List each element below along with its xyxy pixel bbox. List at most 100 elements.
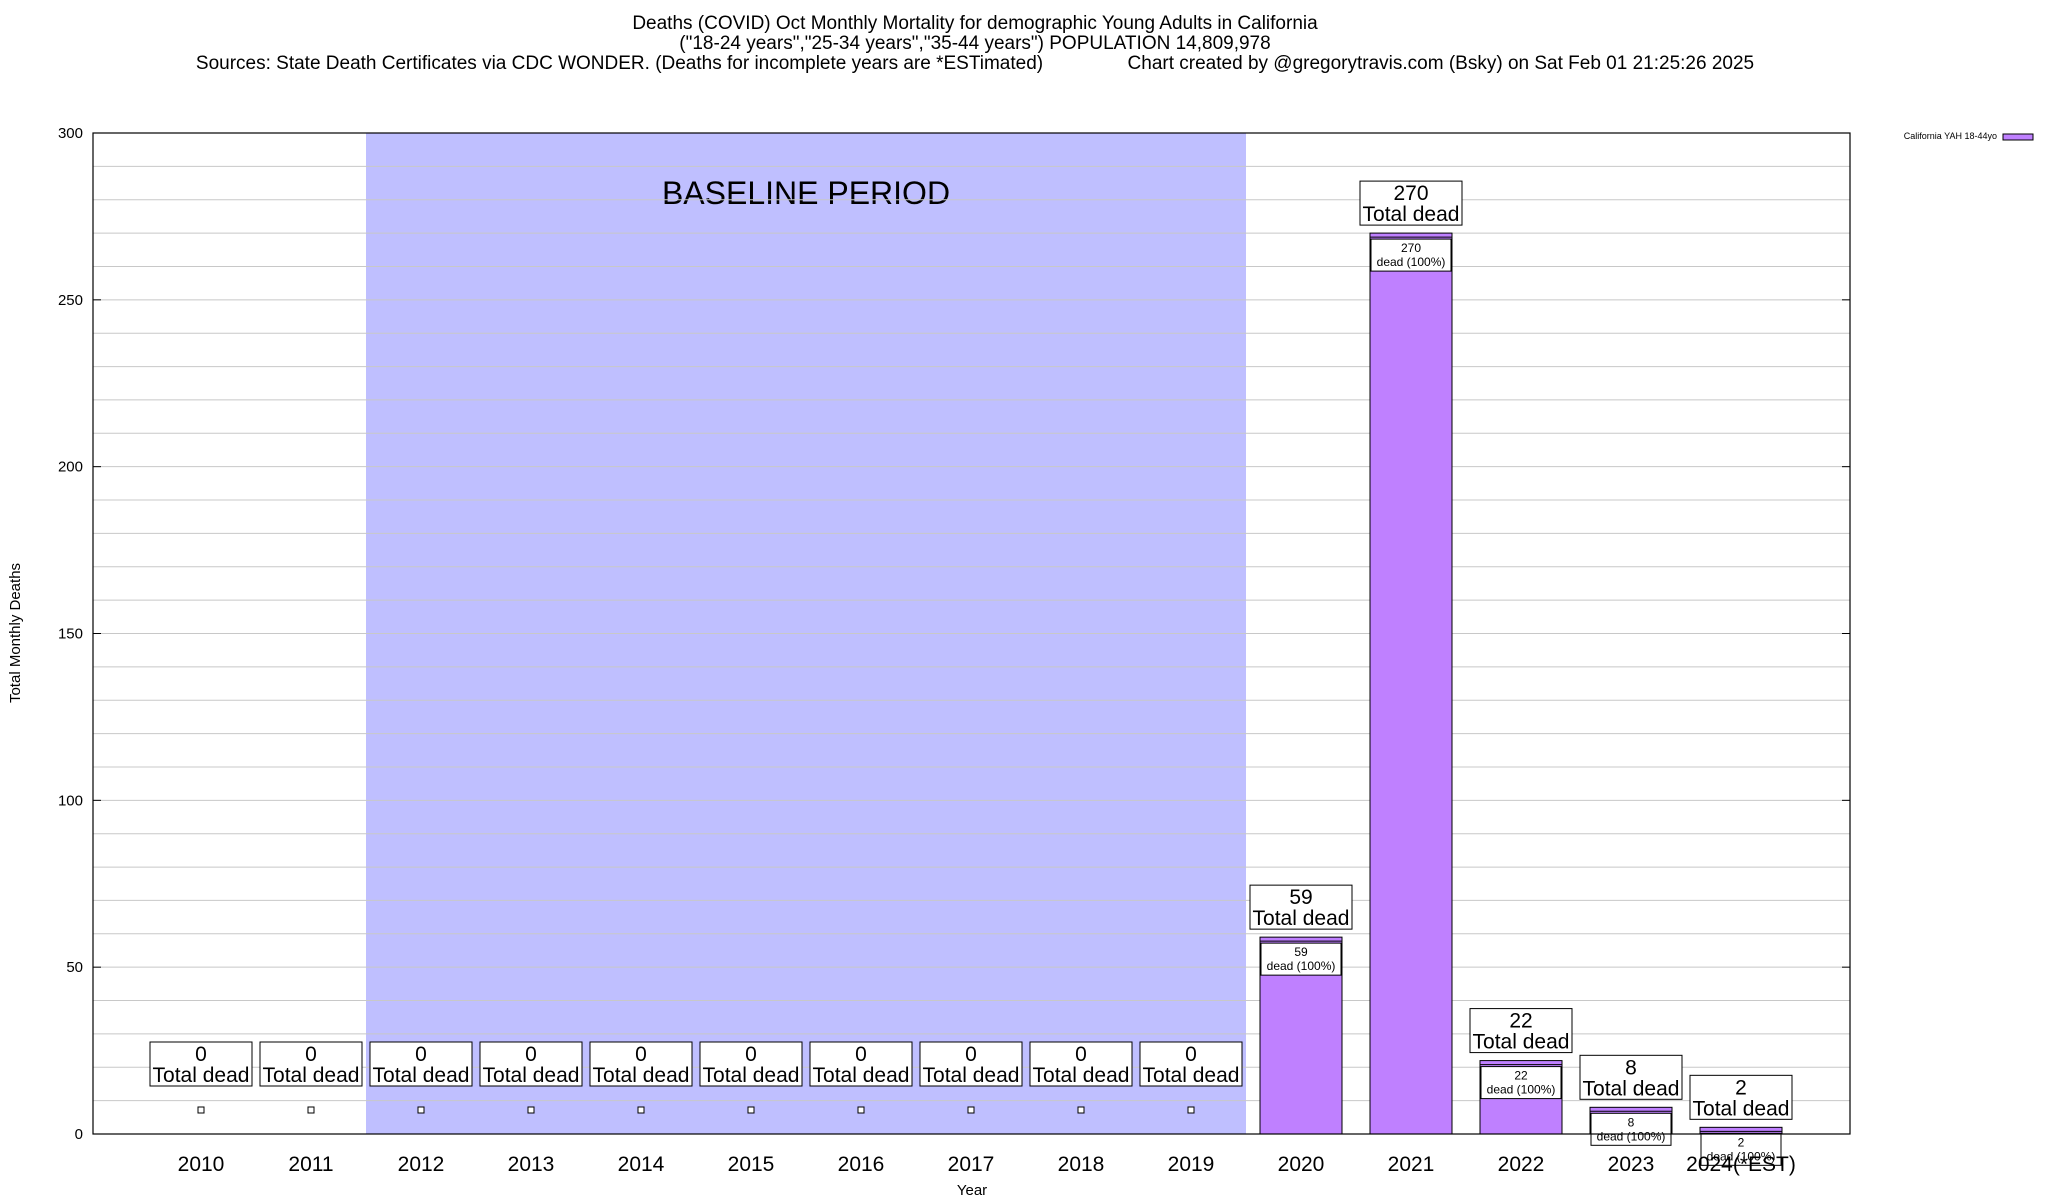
- x-tick-label: 2017: [948, 1153, 995, 1176]
- total-label-value: 8: [1625, 1056, 1637, 1079]
- total-label-box: [1469, 1008, 1573, 1054]
- y-tick-label: 200: [58, 459, 83, 476]
- segment-label-text: dead (100%): [1707, 1149, 1776, 1163]
- total-label-text: Total dead: [483, 1064, 580, 1087]
- y-tick-label: 100: [58, 792, 83, 809]
- bar-zero-marker: [527, 1106, 535, 1114]
- segment-label-text: dead (100%): [1377, 255, 1446, 269]
- total-label-value: 0: [525, 1043, 537, 1066]
- total-label-box: [1359, 180, 1463, 226]
- total-label-value: 0: [305, 1043, 317, 1066]
- total-label-value: 0: [415, 1043, 427, 1066]
- legend: California YAH 18-44yo: [1904, 131, 2034, 141]
- chart-title-line-2: ("18-24 years","25-34 years","35-44 year…: [679, 33, 1271, 54]
- total-label-text: Total dead: [1583, 1077, 1680, 1100]
- total-label-box: [1029, 1041, 1133, 1087]
- segment-label-value: 2: [1738, 1135, 1745, 1149]
- bar-zero-marker: [307, 1106, 315, 1114]
- total-label-box: [259, 1041, 363, 1087]
- segment-label-value: 22: [1514, 1069, 1528, 1083]
- segment-label-box: [1590, 1112, 1672, 1146]
- y-tick-label: 300: [58, 125, 83, 142]
- total-label-box: [809, 1041, 913, 1087]
- bar-zero-marker: [417, 1106, 425, 1114]
- x-tick-label: 2022: [1498, 1153, 1545, 1176]
- segment-label-value: 8: [1628, 1115, 1635, 1129]
- bar-zero-marker: [197, 1106, 205, 1114]
- y-axis-label: Total Monthly Deaths: [7, 563, 24, 703]
- chart-title-line-1: Deaths (COVID) Oct Monthly Mortality for…: [632, 13, 1318, 34]
- bar-zero-marker: [967, 1106, 975, 1114]
- segment-label-box: [1370, 238, 1452, 272]
- segment-label-text: dead (100%): [1597, 1129, 1666, 1143]
- total-label-value: 0: [1075, 1043, 1087, 1066]
- total-label-box: [149, 1041, 253, 1087]
- y-tick-label: 0: [75, 1126, 83, 1143]
- total-label-value: 59: [1289, 886, 1312, 909]
- total-label-box: [1689, 1074, 1793, 1120]
- total-label-text: Total dead: [1363, 203, 1460, 226]
- legend-swatch: [2002, 133, 2034, 141]
- bar-zero-marker: [637, 1106, 645, 1114]
- x-tick-label: 2013: [508, 1153, 555, 1176]
- x-axis-label: Year: [957, 1182, 987, 1199]
- total-label-box: [589, 1041, 693, 1087]
- segment-label-box: [1700, 1132, 1782, 1166]
- x-tick-label: 2019: [1168, 1153, 1215, 1176]
- x-tick-label: 2024(*EST): [1686, 1153, 1796, 1176]
- bar-zero-marker: [1077, 1106, 1085, 1114]
- chart-title-line-3: Sources: State Death Certificates via CD…: [195, 53, 1755, 74]
- y-tick-label: 150: [58, 626, 83, 643]
- total-label-text: Total dead: [263, 1064, 360, 1087]
- total-label-value: 2: [1735, 1076, 1747, 1099]
- bar: [1369, 232, 1453, 1135]
- total-label-text: Total dead: [593, 1064, 690, 1087]
- total-label-value: 0: [635, 1043, 647, 1066]
- total-label-value: 0: [195, 1043, 207, 1066]
- total-label-box: [699, 1041, 803, 1087]
- x-tick-label: 2021: [1388, 1153, 1435, 1176]
- legend-label: California YAH 18-44yo: [1904, 131, 1997, 141]
- total-label-text: Total dead: [373, 1064, 470, 1087]
- x-tick-label: 2010: [178, 1153, 225, 1176]
- total-label-box: [369, 1041, 473, 1087]
- x-tick-label: 2018: [1058, 1153, 1105, 1176]
- total-label-box: [1579, 1054, 1683, 1100]
- segment-label-box: [1260, 942, 1342, 976]
- total-label-text: Total dead: [1693, 1097, 1790, 1120]
- total-label-text: Total dead: [1143, 1064, 1240, 1087]
- total-label-text: Total dead: [1473, 1031, 1570, 1054]
- total-label-value: 0: [1185, 1043, 1197, 1066]
- total-label-text: Total dead: [1253, 907, 1350, 930]
- segment-label-value: 270: [1401, 241, 1421, 255]
- x-tick-label: 2011: [288, 1153, 333, 1176]
- total-label-text: Total dead: [703, 1064, 800, 1087]
- chart-titles: Deaths (COVID) Oct Monthly Mortality for…: [0, 14, 1950, 74]
- total-label-text: Total dead: [923, 1064, 1020, 1087]
- segment-label-value: 59: [1294, 945, 1308, 959]
- x-tick-label: 2020: [1278, 1153, 1325, 1176]
- total-label-value: 0: [855, 1043, 867, 1066]
- total-label-value: 22: [1509, 1010, 1532, 1033]
- total-label-value: 270: [1393, 182, 1428, 205]
- segment-label-box: [1480, 1066, 1562, 1100]
- total-label-text: Total dead: [1033, 1064, 1130, 1087]
- total-label-value: 0: [745, 1043, 757, 1066]
- y-tick-label: 50: [66, 959, 83, 976]
- bar-zero-marker: [1187, 1106, 1195, 1114]
- total-label-text: Total dead: [813, 1064, 910, 1087]
- bar-zero-marker: [857, 1106, 865, 1114]
- baseline-label: BASELINE PERIOD: [662, 175, 950, 211]
- total-label-box: [919, 1041, 1023, 1087]
- bar-zero-marker: [747, 1106, 755, 1114]
- x-tick-label: 2014: [618, 1153, 665, 1176]
- x-tick-label: 2016: [838, 1153, 885, 1176]
- total-label-value: 0: [965, 1043, 977, 1066]
- x-tick-label: 2023: [1608, 1153, 1655, 1176]
- total-label-text: Total dead: [153, 1064, 250, 1087]
- total-label-box: [479, 1041, 583, 1087]
- total-label-box: [1139, 1041, 1243, 1087]
- y-tick-label: 250: [58, 292, 83, 309]
- x-tick-label: 2012: [398, 1153, 445, 1176]
